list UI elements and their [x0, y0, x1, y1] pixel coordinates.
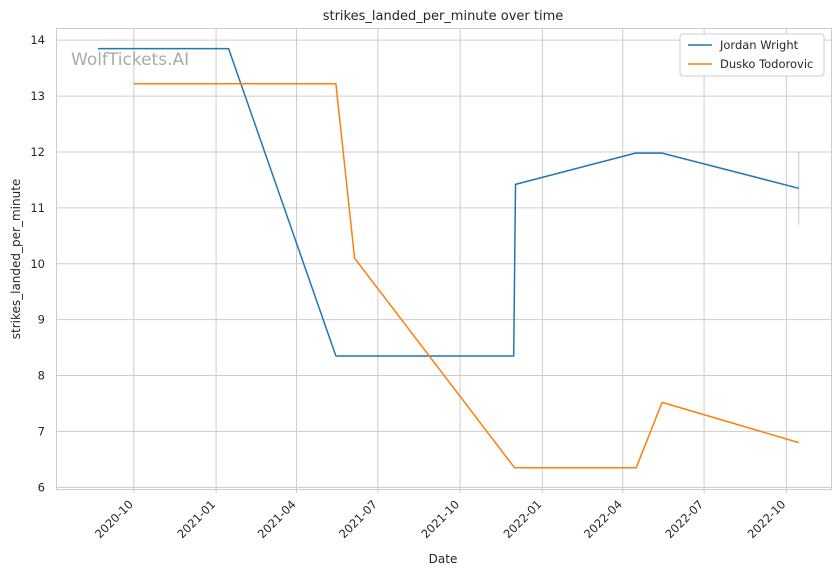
legend-label-dusko-todorovic: Dusko Todorovic: [720, 57, 813, 71]
legend: Jordan Wright Dusko Todorovic: [679, 33, 825, 77]
watermark-text: WolfTickets.AI: [71, 50, 189, 70]
legend-box: [679, 33, 825, 77]
legend-label-jordan-wright: Jordan Wright: [719, 38, 799, 52]
series-line-dusko-todorovic: [133, 83, 800, 469]
y-tick-label: 8: [38, 369, 45, 383]
y-tick-label: 7: [38, 424, 45, 438]
y-tick-label: 12: [30, 145, 45, 159]
series-line-jordan-wright: [98, 47, 799, 357]
y-tick-label: 14: [30, 33, 45, 47]
y-tick-label: 11: [30, 201, 45, 215]
chart-title: strikes_landed_per_minute over time: [323, 9, 564, 24]
grid-lines: [57, 29, 831, 489]
y-tick-label: 6: [38, 480, 45, 494]
y-tick-label: 13: [30, 89, 45, 103]
y-axis-label: strikes_landed_per_minute: [9, 179, 23, 340]
y-tick-label: 10: [30, 257, 45, 271]
x-axis-label: Date: [429, 552, 458, 566]
series-lines: [98, 47, 800, 469]
y-tick-label: 9: [38, 313, 45, 327]
plot-area-frame: [56, 28, 832, 490]
